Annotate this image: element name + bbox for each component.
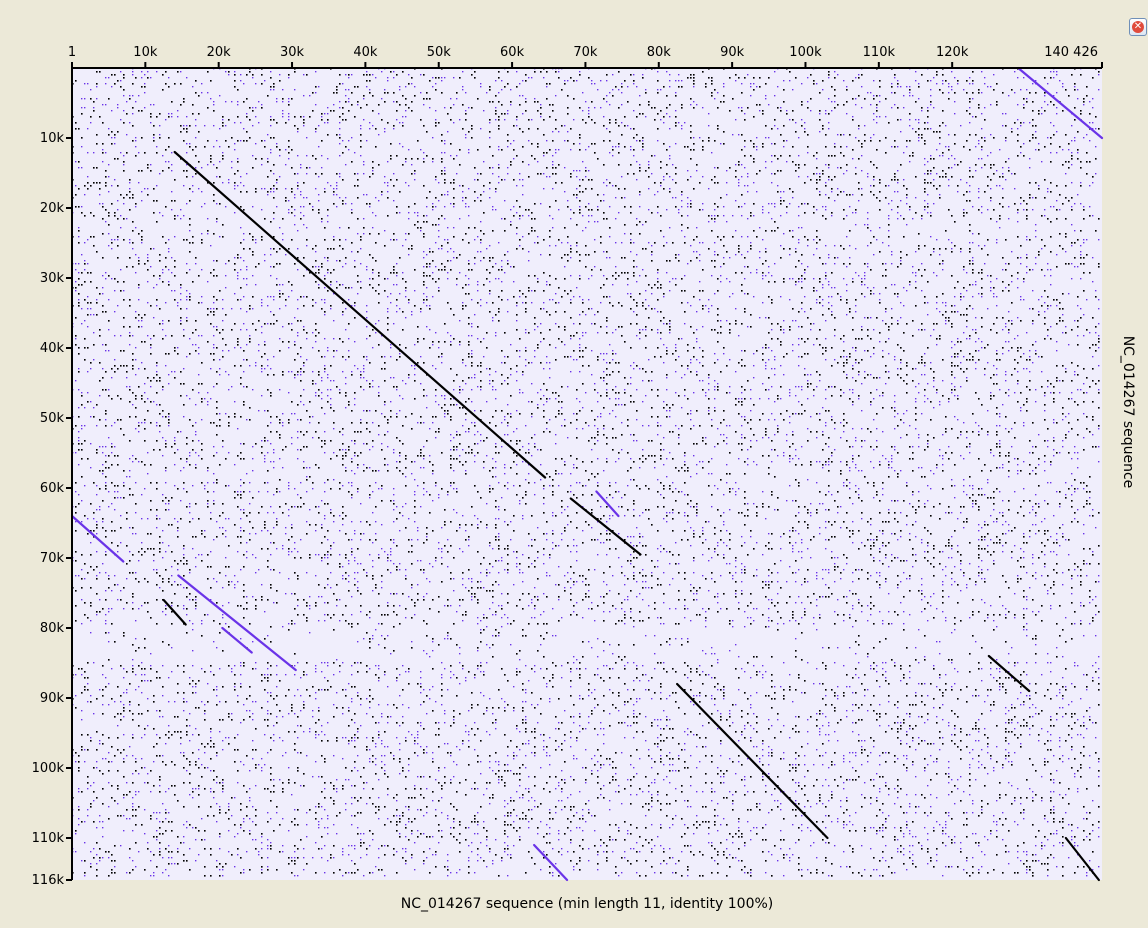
y-tick-label: 80k: [40, 621, 65, 636]
x-tick-label: 90k: [720, 45, 745, 60]
forward-match-line: [987, 654, 1031, 693]
close-button[interactable]: ✕: [1129, 18, 1147, 36]
reverse-match-line: [1017, 66, 1104, 140]
x-tick-label: 1: [68, 45, 76, 60]
y-axis-title: NC_014267 sequence: [1120, 336, 1136, 489]
forward-match-line: [173, 150, 547, 479]
x-tick-label: 40k: [353, 45, 378, 60]
reverse-match-line: [595, 490, 620, 518]
x-tick-label: 100k: [789, 45, 822, 60]
x-tick-label: 120k: [936, 45, 969, 60]
y-tick-label: 100k: [32, 761, 65, 776]
reverse-match-line: [70, 514, 125, 563]
y-tick-label: 116k: [32, 873, 65, 888]
y-axis-ticks: 10k 20k 30k 40k 50k 60k 70k 80k 90k 100k 110k 116k: [32, 131, 72, 888]
diagonal-matches: [70, 66, 1104, 882]
close-icon: ✕: [1132, 21, 1144, 33]
reverse-match-line: [177, 574, 297, 672]
y-tick-label: 50k: [40, 411, 65, 426]
x-tick-label: 70k: [573, 45, 598, 60]
x-tick-label: 20k: [207, 45, 232, 60]
x-tick-label: 110k: [863, 45, 896, 60]
x-axis-ticks: 1 10k 20k 30k 40k 50k 60k 70k 80k 90k 100k 110k 120k…: [68, 45, 1103, 68]
y-tick-label: 10k: [40, 131, 65, 146]
forward-match-line: [569, 497, 642, 556]
x-tick-label: 60k: [500, 45, 525, 60]
forward-match-line: [676, 682, 829, 840]
reverse-match-line: [532, 843, 569, 882]
y-tick-label: 30k: [40, 271, 65, 286]
x-tick-label: 50k: [427, 45, 452, 60]
x-tick-label: 80k: [647, 45, 672, 60]
forward-match-line: [162, 598, 187, 626]
reverse-match-line: [221, 626, 253, 654]
y-tick-label: 20k: [40, 201, 65, 216]
x-tick-label: 10k: [133, 45, 158, 60]
x-tick-label: 140 426: [1044, 45, 1098, 60]
y-tick-label: 60k: [40, 481, 65, 496]
plot-area-background: [72, 68, 1102, 880]
forward-match-line: [1064, 836, 1100, 882]
y-tick-label: 90k: [40, 691, 65, 706]
y-tick-label: 40k: [40, 341, 65, 356]
x-tick-label: 30k: [280, 45, 305, 60]
y-tick-label: 110k: [32, 831, 65, 846]
y-tick-label: 70k: [40, 551, 65, 566]
x-axis-title: NC_014267 sequence (min length 11, ident…: [401, 896, 774, 912]
